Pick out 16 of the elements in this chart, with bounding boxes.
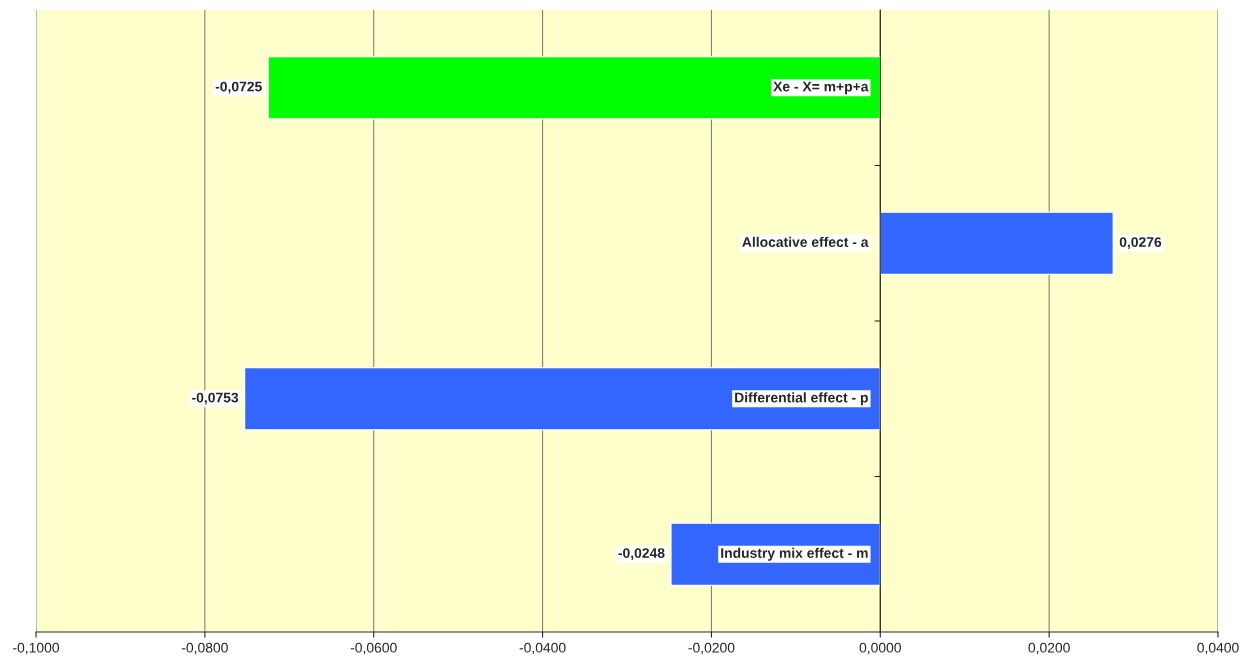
data-label: 0,0276 bbox=[1119, 237, 1162, 249]
x-tick-label: 0,0000 bbox=[859, 642, 901, 655]
x-tick-label: 0,0200 bbox=[1028, 642, 1070, 655]
y-tick-label: Xe - X= m+p+a bbox=[773, 81, 869, 95]
x-tick-label: -0,1000 bbox=[13, 642, 60, 655]
x-tick-label: -0,0800 bbox=[181, 642, 228, 655]
y-tick-label: Differential effect - p bbox=[735, 392, 868, 406]
y-tick-label: Allocative effect - a bbox=[742, 236, 869, 247]
x-tick-label: -0,0400 bbox=[519, 642, 566, 655]
x-tick-label: -0,0200 bbox=[688, 642, 735, 655]
data-label: -0,0725 bbox=[215, 81, 262, 94]
x-tick-label: -0,0600 bbox=[350, 642, 397, 655]
x-tick-label: 0,0400 bbox=[1197, 642, 1239, 655]
data-label: -0,0248 bbox=[618, 548, 665, 560]
data-label: -0,0753 bbox=[192, 392, 239, 405]
y-tick-label: Industry mix effect - m bbox=[721, 547, 868, 561]
